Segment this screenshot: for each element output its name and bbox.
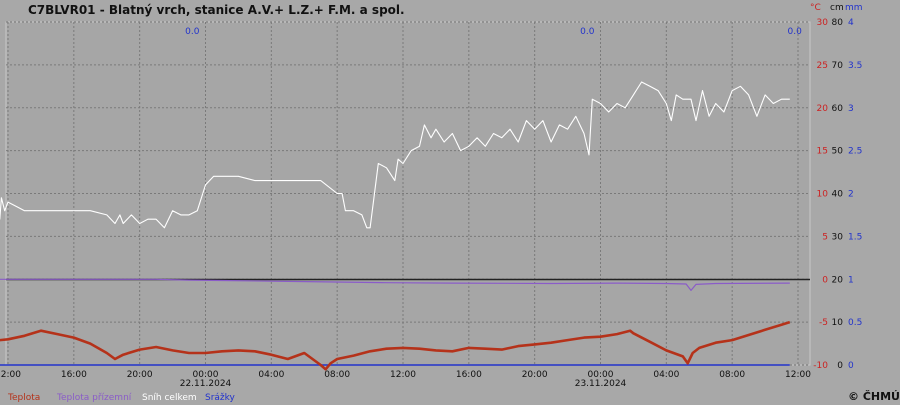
temp-unit-label: °C <box>810 3 821 13</box>
temp-tick-label: 20 <box>817 104 829 114</box>
x-tick-label: 00:00 <box>588 370 614 380</box>
snow-tick-label: 0 <box>837 361 843 371</box>
precip-sum-label: 0.0 <box>185 27 200 37</box>
prec-tick-label: 2 <box>848 190 854 200</box>
x-tick-label: 08:00 <box>719 370 745 380</box>
series-line-2 <box>0 81 790 229</box>
temp-tick-label: 30 <box>817 18 829 28</box>
x-tick-label: 12:00 <box>785 370 811 380</box>
series-line-0 <box>0 320 791 371</box>
legend-item-1: Teplota přízemní <box>56 393 132 403</box>
x-tick-label: 20:00 <box>522 370 548 380</box>
series-line-1 <box>0 278 790 291</box>
snow-tick-label: 50 <box>832 147 844 157</box>
prec-unit-label: mm <box>845 3 863 13</box>
prec-tick-label: 0.5 <box>848 318 862 328</box>
prec-tick-label: 2.5 <box>848 147 862 157</box>
x-tick-label: 16:00 <box>61 370 87 380</box>
x-tick-label: 04:00 <box>258 370 284 380</box>
snow-tick-label: 60 <box>832 104 844 114</box>
temp-tick-label: 10 <box>817 190 829 200</box>
snow-unit-label: cm <box>830 3 844 13</box>
temp-tick-label: -10 <box>813 361 828 371</box>
precip-sum-label: 0.0 <box>788 27 803 37</box>
snow-tick-label: 30 <box>832 232 844 242</box>
snow-tick-label: 20 <box>832 275 844 285</box>
x-tick-label: 04:00 <box>653 370 679 380</box>
chart-title: C7BLVR01 - Blatný vrch, stanice A.V.+ L.… <box>28 3 405 17</box>
precip-sum-label: 0.0 <box>580 27 595 37</box>
x-tick-label: 00:00 <box>193 370 219 380</box>
prec-tick-label: 3.5 <box>848 61 862 71</box>
chmu-logo-text: © ČHMÚ <box>848 390 900 403</box>
x-axis-ticks: 12:0016:0020:0000:0022.11.202404:0008:00… <box>0 370 811 389</box>
right-axes: °C cm mm 30 80 425 70 3.520 60 315 50 2.510 40 25 3… <box>810 3 863 371</box>
snow-tick-label: 40 <box>832 190 844 200</box>
temp-tick-label: 0 <box>822 275 828 285</box>
prec-tick-label: 1 <box>848 275 854 285</box>
prec-tick-label: 1.5 <box>848 232 862 242</box>
x-tick-label: 12:00 <box>0 370 21 380</box>
temp-tick-label: 5 <box>822 232 828 242</box>
series-layer <box>0 81 791 371</box>
legend-item-2: Sníh celkem <box>142 393 197 403</box>
x-tick-label: 20:00 <box>127 370 153 380</box>
temp-tick-label: 25 <box>817 61 828 71</box>
legend: Teplota Teplota přízemní Sníh celkem Srážky <box>7 393 236 403</box>
snow-tick-label: 10 <box>832 318 844 328</box>
prec-tick-label: 4 <box>848 18 854 28</box>
snow-tick-label: 70 <box>832 61 844 71</box>
x-tick-label: 16:00 <box>456 370 482 380</box>
x-date-label: 23.11.2024 <box>575 379 627 389</box>
snow-tick-label: 80 <box>832 18 844 28</box>
x-date-label: 22.11.2024 <box>180 379 232 389</box>
x-tick-label: 12:00 <box>390 370 416 380</box>
prec-tick-label: 0 <box>848 361 854 371</box>
legend-item-3: Srážky <box>205 393 236 403</box>
temp-tick-label: 15 <box>817 147 828 157</box>
prec-tick-label: 3 <box>848 104 854 114</box>
temp-tick-label: -5 <box>819 318 828 328</box>
precipitation-labels: 0.0 0.0 0.0 <box>185 27 802 37</box>
legend-item-0: Teplota <box>7 393 40 403</box>
x-tick-label: 08:00 <box>324 370 350 380</box>
